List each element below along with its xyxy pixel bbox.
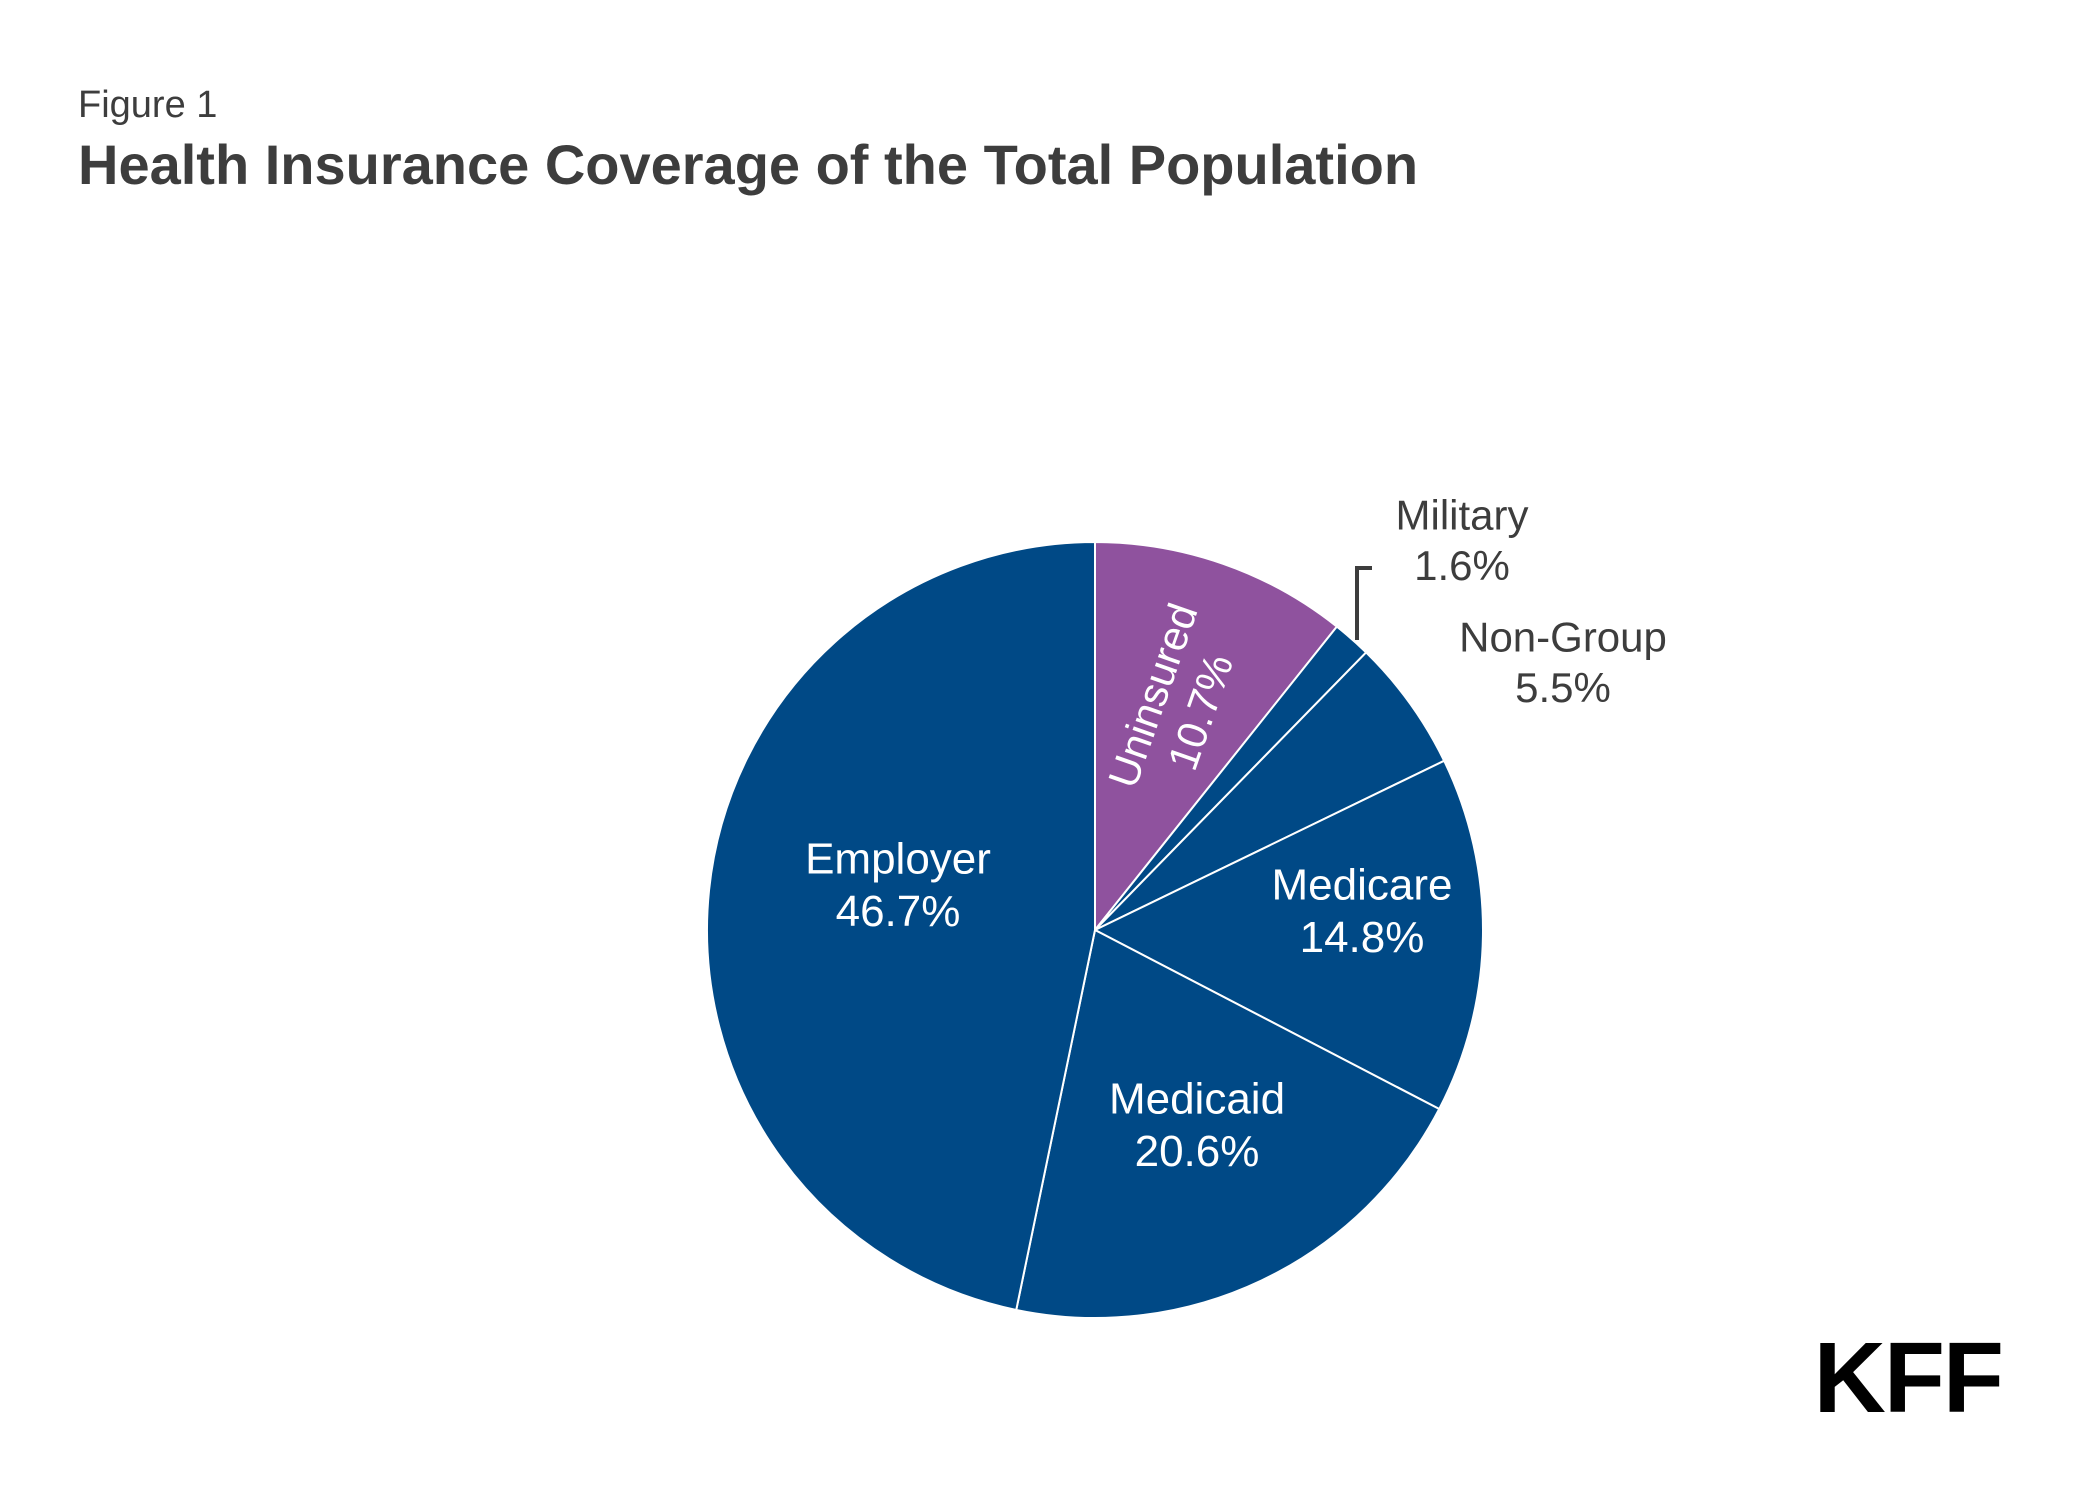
chart-title: Health Insurance Coverage of the Total P… (78, 133, 1419, 196)
slice-value-military: 1.6% (1414, 542, 1510, 589)
pie-slice-uninsured (1094, 541, 1338, 931)
slice-name-medicare: Medicare (1272, 860, 1453, 909)
slice-label-employer: Employer 46.7% (805, 834, 991, 936)
slice-name-military: Military (1396, 492, 1529, 539)
pie-slice-employer (706, 541, 1096, 1311)
figure-label: Figure 1 (78, 84, 218, 126)
pie-slice-medicaid (1015, 929, 1441, 1319)
pie-slices (706, 541, 1484, 1319)
slice-value-medicare: 14.8% (1300, 913, 1425, 962)
slice-label-medicare: Medicare 14.8% (1272, 860, 1453, 962)
slice-value-employer: 46.7% (836, 887, 961, 936)
slice-label-military: Military 1.6% (1396, 492, 1529, 589)
pie-slice-medicare (1094, 759, 1484, 1111)
pie-slice-non-group (1094, 651, 1446, 931)
slice-name-employer: Employer (805, 834, 991, 883)
slice-label-non-group: Non-Group 5.5% (1459, 614, 1667, 711)
slice-name-medicaid: Medicaid (1109, 1074, 1285, 1123)
slice-value-medicaid: 20.6% (1135, 1127, 1260, 1176)
slice-name-non-group: Non-Group (1459, 614, 1667, 661)
slice-label-medicaid: Medicaid 20.6% (1109, 1074, 1285, 1176)
kff-logo: KFF (1813, 1322, 2004, 1434)
military-leader-line (1355, 566, 1372, 640)
slice-value-non-group: 5.5% (1515, 664, 1611, 711)
